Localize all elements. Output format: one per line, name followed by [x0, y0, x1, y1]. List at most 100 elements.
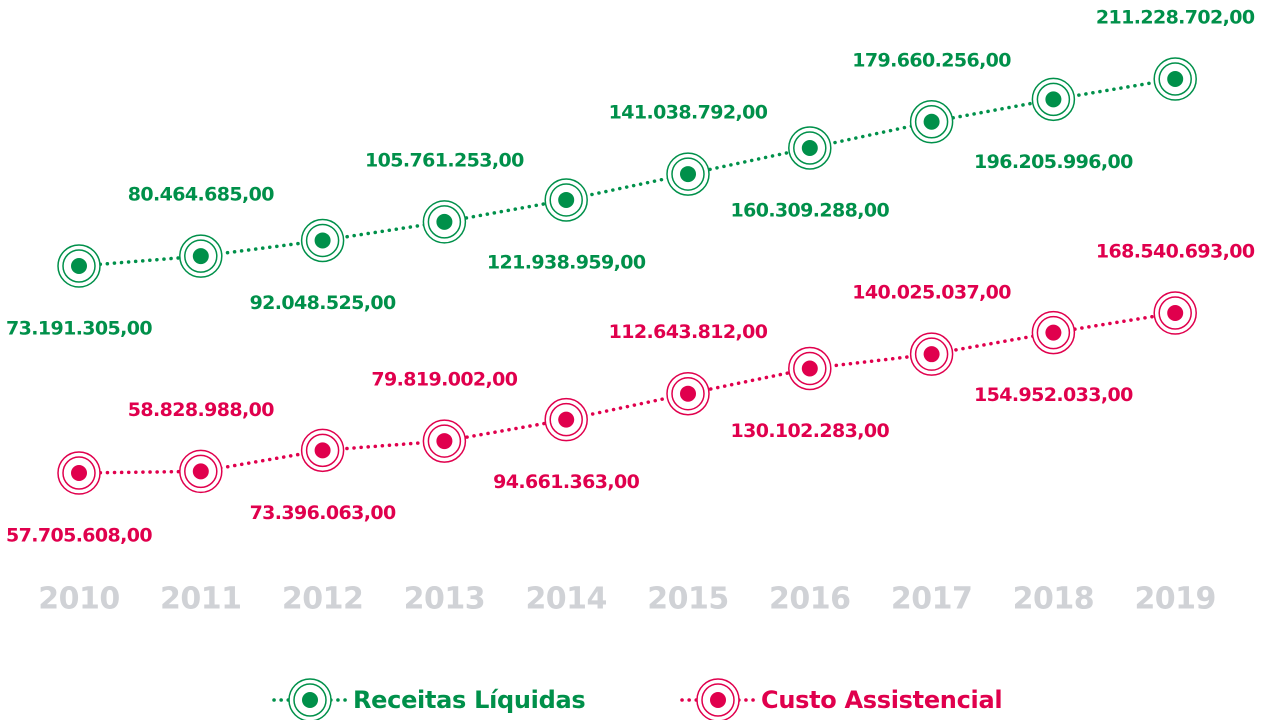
x-tick-label: 2012 [282, 582, 364, 617]
marker-ring [305, 433, 340, 468]
marker-dot [558, 411, 575, 428]
marker-dot [192, 463, 209, 480]
marker [1031, 310, 1076, 355]
data-label: 105.761.253,00 [365, 149, 524, 171]
x-tick-label: 2011 [160, 582, 242, 617]
marker [788, 346, 832, 391]
marker [544, 397, 588, 442]
marker-dot [1167, 305, 1184, 321]
data-label: 141.038.792,00 [609, 102, 768, 124]
marker-dot [71, 465, 87, 481]
marker-dot [314, 442, 331, 459]
marker [788, 126, 832, 170]
marker [1153, 57, 1197, 101]
marker [300, 428, 345, 473]
marker-dot [710, 692, 726, 708]
marker-dot [71, 258, 87, 274]
data-label: 58.828.988,00 [128, 399, 274, 421]
marker-ring [1036, 315, 1071, 350]
marker [57, 451, 101, 495]
x-tick-label: 2013 [404, 582, 486, 617]
marker-ring [427, 424, 462, 458]
legend-label: Custo Assistencial [761, 686, 1002, 714]
marker-ring [427, 205, 462, 239]
marker-ring [184, 454, 218, 489]
marker-ring [305, 223, 340, 258]
marker-ring [1158, 296, 1192, 330]
data-label: 179.660.256,00 [852, 49, 1011, 71]
data-label: 94.661.363,00 [493, 471, 639, 493]
marker-dot [801, 360, 818, 377]
data-label: 140.025.037,00 [852, 282, 1011, 304]
marker-ring [62, 249, 96, 283]
marker-dot [436, 213, 453, 230]
marker-dot [1045, 324, 1062, 341]
marker-ring [793, 351, 827, 386]
legend-item: Receitas Líquidas [272, 678, 586, 720]
data-label: 73.396.063,00 [250, 502, 396, 524]
data-label: 73.191.305,00 [6, 318, 152, 340]
marker-dot [680, 385, 696, 402]
marker-ring [671, 157, 705, 191]
marker-dot [1045, 91, 1062, 108]
data-label: 79.819.002,00 [371, 369, 517, 391]
data-label: 92.048.525,00 [250, 292, 396, 314]
series-line [77, 77, 1177, 268]
data-label: 154.952.033,00 [974, 384, 1133, 406]
marker [422, 419, 467, 463]
marker-dot [314, 232, 331, 249]
marker-ring [671, 376, 705, 411]
marker-dot [302, 692, 318, 708]
marker [666, 152, 710, 196]
marker [179, 234, 223, 278]
marker-dot [1167, 71, 1184, 87]
marker [666, 371, 710, 416]
marker [544, 178, 588, 222]
marker-ring [914, 105, 949, 139]
data-label: 121.938.959,00 [487, 251, 646, 273]
marker-dot [801, 139, 818, 156]
x-tick-label: 2019 [1134, 582, 1216, 617]
marker-ring [793, 131, 827, 165]
x-tick-label: 2014 [525, 582, 607, 617]
marker-ring [1036, 82, 1071, 117]
marker-ring [914, 337, 949, 371]
marker [696, 678, 740, 720]
marker-dot [436, 433, 453, 450]
legend-item: Custo Assistencial [680, 678, 1003, 720]
marker-dot [680, 166, 696, 183]
marker [909, 100, 954, 144]
marker-ring [62, 456, 96, 490]
marker-ring [549, 183, 583, 217]
data-label: 211.228.702,00 [1096, 7, 1255, 29]
data-label: 57.705.608,00 [6, 525, 152, 547]
marker-ring [549, 402, 583, 437]
x-tick-label: 2017 [891, 582, 973, 617]
marker-dot [923, 113, 940, 130]
x-tick-label: 2010 [38, 582, 120, 617]
marker [909, 332, 954, 376]
data-label: 196.205.996,00 [974, 151, 1133, 173]
x-tick-label: 2015 [647, 582, 729, 617]
marker-dot [192, 248, 209, 265]
marker-ring [701, 683, 735, 717]
marker [1031, 77, 1076, 122]
marker-ring [293, 683, 327, 717]
marker [422, 200, 467, 244]
data-label: 130.102.283,00 [730, 420, 889, 442]
marker-dot [923, 346, 940, 363]
x-tick-label: 2018 [1013, 582, 1095, 617]
marker-ring [184, 239, 218, 273]
marker [1153, 291, 1197, 335]
data-label: 80.464.685,00 [128, 184, 274, 206]
marker [57, 244, 101, 288]
legend-label: Receitas Líquidas [353, 686, 585, 714]
marker [179, 449, 223, 494]
data-label: 168.540.693,00 [1096, 241, 1255, 263]
marker [300, 218, 345, 263]
data-label: 112.643.812,00 [609, 321, 768, 343]
x-tick-label: 2016 [769, 582, 851, 617]
marker [288, 678, 332, 720]
data-label: 160.309.288,00 [730, 199, 889, 221]
